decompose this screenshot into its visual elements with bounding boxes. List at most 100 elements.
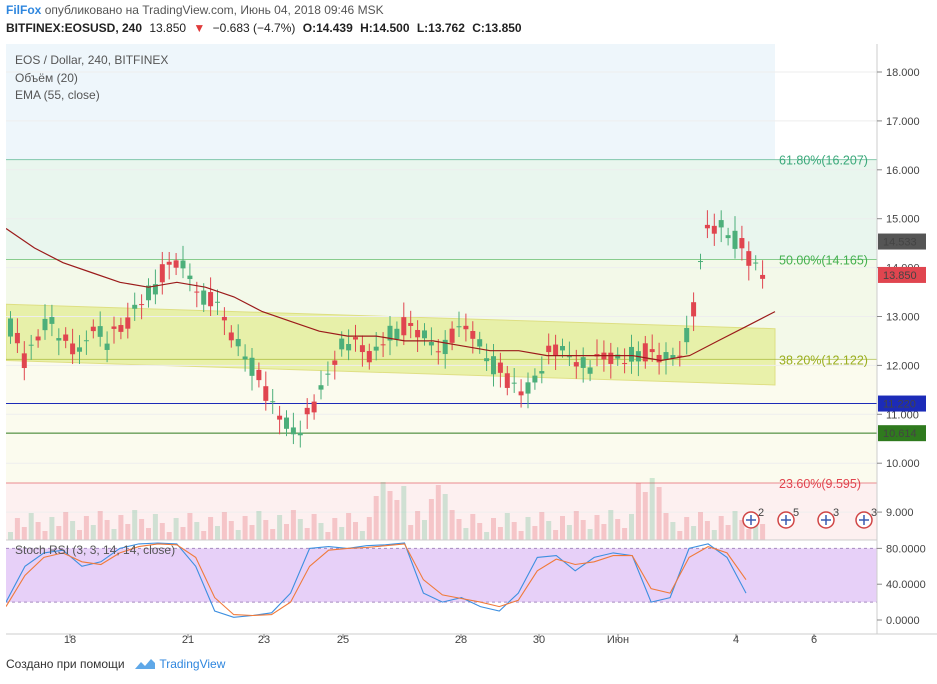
volume-bar xyxy=(560,516,565,540)
volume-bar xyxy=(649,478,655,540)
volume-bar xyxy=(760,524,766,540)
candle-body xyxy=(187,275,193,280)
candle-body xyxy=(629,346,634,362)
volume-bar xyxy=(608,510,614,540)
time-tick-label: Июн xyxy=(607,634,629,646)
candle-body xyxy=(511,382,517,384)
volume-bar xyxy=(173,518,179,540)
candle-body xyxy=(428,342,434,346)
candle-body xyxy=(14,332,20,344)
candle-body xyxy=(339,338,345,350)
volume-bar xyxy=(35,522,41,540)
volume-bar xyxy=(132,510,138,540)
volume-bar xyxy=(8,532,13,540)
price-badge-label: 11.220 xyxy=(883,399,916,411)
volume-bar xyxy=(725,525,731,540)
volume-bar xyxy=(215,526,220,540)
volume-bar xyxy=(42,531,48,540)
candle-body xyxy=(732,230,738,249)
time-tick-label: 18 xyxy=(64,634,76,646)
candle-body xyxy=(359,345,365,353)
event-flag-icon: 3 xyxy=(817,507,839,529)
volume-bar xyxy=(484,532,490,540)
fib-zone-bottom xyxy=(6,483,877,540)
ema-line xyxy=(5,228,776,362)
volume-bar xyxy=(601,524,607,540)
candle-body xyxy=(580,357,586,368)
volume-bar xyxy=(235,530,241,540)
author-name[interactable]: FilFox xyxy=(6,3,42,17)
candle-body xyxy=(394,328,400,340)
volume-bar xyxy=(49,517,55,540)
volume-bar xyxy=(366,517,372,540)
fib-level-label: 23.60%(9.595) xyxy=(779,477,861,491)
volume-bar xyxy=(539,512,545,540)
event-flag-icon: 5 xyxy=(777,507,799,529)
time-tick-label: 21 xyxy=(182,634,194,646)
candle-body xyxy=(415,329,421,338)
volume-bar xyxy=(77,530,82,540)
candle-body xyxy=(615,354,621,359)
candle-body xyxy=(470,330,476,339)
candle-body xyxy=(642,343,648,362)
time-tick-label: 23 xyxy=(258,634,270,646)
candle-body xyxy=(83,340,89,342)
candle-body xyxy=(753,262,759,264)
candle-body xyxy=(194,291,200,293)
legend-stoch-rsi: Stoch RSI (3, 3, 14, 14, close) xyxy=(15,543,176,557)
candle-body xyxy=(242,356,248,360)
candle-body xyxy=(249,357,255,376)
time-tick-label: 25 xyxy=(337,634,349,646)
chart-area[interactable]: 61.80%(16.207) 50.00%(14.165) 38.20%(12.12… xyxy=(5,44,937,652)
volume-bar xyxy=(118,515,124,540)
price-tick-label: 16.000 xyxy=(886,165,920,177)
volume-bar xyxy=(663,513,669,540)
stoch-tick-label: 80.0000 xyxy=(886,543,926,555)
candle-body xyxy=(546,345,552,353)
candle-body xyxy=(152,284,158,295)
candle-body xyxy=(573,362,579,367)
volume-bar xyxy=(14,518,20,540)
candle-body xyxy=(484,358,490,362)
time-tick-label: 6 xyxy=(811,634,817,646)
volume-bar xyxy=(511,522,517,540)
volume-bar xyxy=(125,524,131,540)
candle-body xyxy=(49,317,55,324)
volume-bar xyxy=(373,496,379,540)
volume-bar xyxy=(477,523,483,540)
volume-bar xyxy=(318,523,324,540)
candle-body xyxy=(422,330,427,339)
volume-bar xyxy=(753,515,759,540)
volume-bar xyxy=(21,527,27,540)
event-count-label: 2 xyxy=(758,507,764,519)
candle-body xyxy=(677,355,683,357)
volume-bar xyxy=(732,511,738,540)
candle-body xyxy=(139,304,145,306)
volume-bar xyxy=(249,525,255,540)
volume-bar xyxy=(111,529,117,540)
price-tick-label: 18.000 xyxy=(886,67,920,79)
volume-bar xyxy=(208,517,214,540)
candle-body xyxy=(21,353,27,369)
price-tick-label: 17.000 xyxy=(886,116,920,128)
candle-body xyxy=(663,352,669,360)
candle-body xyxy=(304,407,310,415)
volume-bar xyxy=(263,520,269,540)
volume-bar xyxy=(359,531,365,540)
candle-body xyxy=(408,323,414,326)
chart-canvas[interactable]: 61.80%(16.207) 50.00%(14.165) 38.20%(12.12… xyxy=(5,44,937,652)
candle-body xyxy=(553,344,559,356)
candle-body xyxy=(670,355,676,359)
last-price: 13.850 xyxy=(149,21,187,35)
candle-body xyxy=(215,301,220,303)
candle-body xyxy=(477,339,483,347)
down-arrow-icon: ▼ xyxy=(193,21,206,35)
volume-bar xyxy=(401,486,407,540)
candle-body xyxy=(132,304,138,309)
tradingview-link[interactable]: TradingView xyxy=(134,657,225,671)
volume-bar xyxy=(718,516,724,540)
volume-bar xyxy=(83,516,89,540)
open-value: O:14.439 xyxy=(302,21,353,35)
volume-bar xyxy=(491,518,496,540)
candle-body xyxy=(208,292,214,307)
